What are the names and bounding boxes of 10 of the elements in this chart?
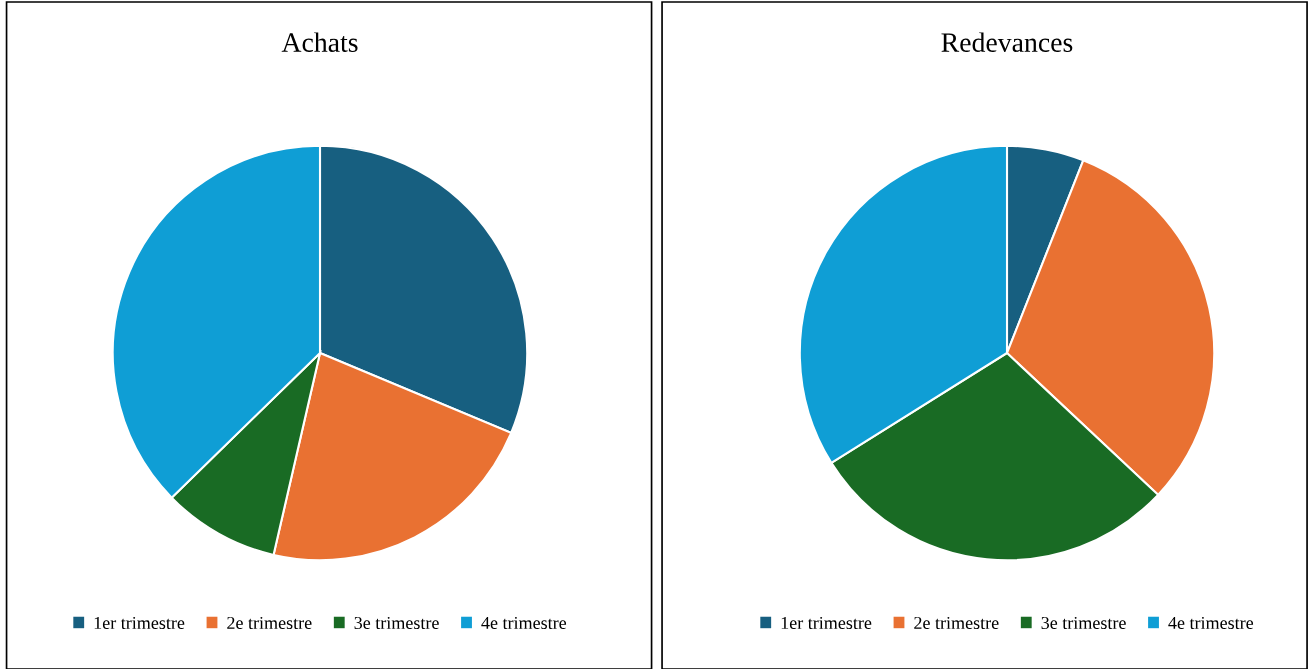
legend-label: 2e trimestre <box>914 616 999 630</box>
legend-label: 4e trimestre <box>1168 616 1254 630</box>
chart-title: Redevances <box>941 32 1073 52</box>
legend-label: 3e trimestre <box>354 616 439 630</box>
legend-label: 4e trimestre <box>481 616 567 630</box>
chart-title: Achats <box>281 32 358 52</box>
legend-label: 3e trimestre <box>1041 616 1126 630</box>
legend-label: 1er trimestre <box>781 616 872 630</box>
legend-label: 1er trimestre <box>94 616 185 630</box>
legend-label: 2e trimestre <box>227 616 312 630</box>
